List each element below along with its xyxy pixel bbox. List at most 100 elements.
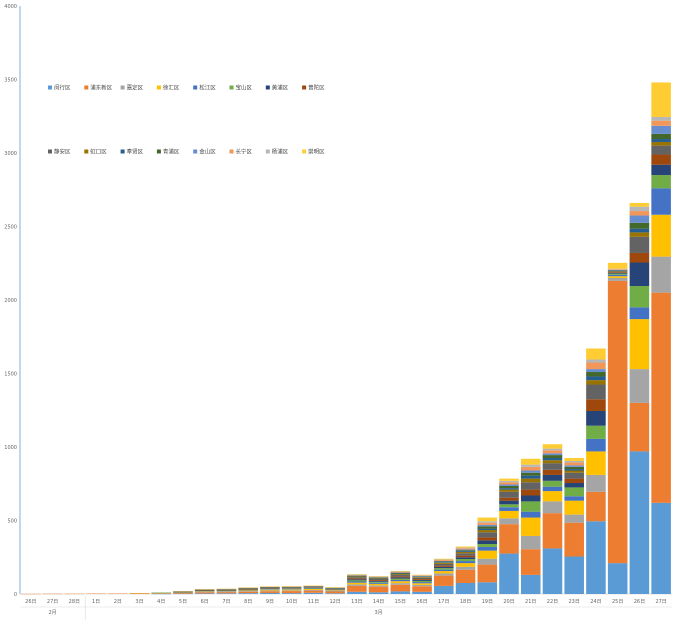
bar-segment bbox=[651, 154, 671, 165]
bar-segment bbox=[520, 535, 541, 550]
bar-segment bbox=[455, 553, 476, 556]
bar-segment bbox=[651, 256, 671, 293]
y-tick-label: 2500 bbox=[4, 225, 17, 231]
bar-segment bbox=[499, 480, 519, 483]
bar-segment bbox=[499, 524, 519, 554]
bar-stacks bbox=[21, 82, 671, 595]
bar-segment bbox=[455, 548, 476, 550]
bar-segment bbox=[390, 573, 411, 575]
group-label: 2月 bbox=[49, 610, 57, 616]
bar-segment bbox=[651, 292, 671, 503]
x-tick-label: 5日 bbox=[179, 599, 187, 605]
bar-segment bbox=[651, 120, 671, 126]
legend-item: 闵行区 bbox=[48, 84, 71, 92]
bar-segment bbox=[607, 276, 628, 278]
x-tick-label: 23日 bbox=[569, 599, 580, 605]
x-tick-label: 6日 bbox=[201, 599, 209, 605]
bar-segment bbox=[586, 372, 606, 377]
bar-segment bbox=[651, 164, 671, 176]
bar-segment bbox=[520, 475, 541, 479]
bar-segment bbox=[390, 578, 411, 580]
bar-segment bbox=[629, 222, 650, 229]
x-tick-label: 27日 bbox=[47, 599, 58, 605]
bar-segment bbox=[455, 555, 476, 558]
bar-segment bbox=[651, 188, 671, 215]
bar-segment bbox=[455, 549, 476, 551]
bar-segment bbox=[542, 513, 563, 549]
bar-segment bbox=[281, 589, 302, 591]
legend-swatch bbox=[302, 85, 307, 90]
bar-segment bbox=[564, 483, 584, 488]
bar-segment bbox=[455, 551, 476, 554]
bar-segment bbox=[347, 584, 367, 586]
legend-label: 宝山区 bbox=[236, 84, 253, 92]
bar-segment bbox=[564, 465, 584, 467]
bar-segment bbox=[520, 464, 541, 467]
x-tick-label: 22日 bbox=[547, 599, 558, 605]
bar-segment bbox=[520, 478, 541, 483]
bar-segment bbox=[520, 482, 541, 490]
bar-segment bbox=[499, 485, 519, 489]
bar-segment bbox=[542, 460, 563, 464]
bar-segment bbox=[607, 271, 628, 273]
legend-swatch bbox=[120, 85, 125, 90]
bar-segment bbox=[564, 500, 584, 515]
x-tick-label: 1日 bbox=[92, 599, 100, 605]
y-tick-label: 500 bbox=[7, 519, 17, 525]
bar-segment bbox=[390, 583, 411, 585]
bar-segment bbox=[499, 478, 519, 481]
legend-swatch bbox=[229, 149, 234, 154]
bar-segment bbox=[499, 507, 519, 511]
bar-segment bbox=[564, 496, 584, 501]
bar-segment bbox=[455, 546, 476, 548]
bar-segment bbox=[477, 526, 498, 529]
bar-segment bbox=[434, 585, 454, 594]
legend-item: 嘉定区 bbox=[120, 84, 144, 92]
x-tick-label: 9日 bbox=[266, 599, 274, 605]
legend-label: 松江区 bbox=[199, 84, 216, 92]
bar-segment bbox=[629, 286, 650, 308]
bar-segment bbox=[390, 591, 411, 594]
bar-segment bbox=[216, 592, 237, 594]
bar-segment bbox=[412, 579, 432, 580]
bar-segment bbox=[347, 577, 367, 579]
legend-item: 虹口区 bbox=[84, 148, 107, 156]
bar-segment bbox=[586, 399, 606, 411]
legend-item: 崇明区 bbox=[302, 149, 325, 156]
bar-segment bbox=[651, 502, 671, 594]
bar-segment bbox=[434, 562, 454, 563]
bar-segment bbox=[238, 590, 258, 592]
legend-item: 杨浦区 bbox=[265, 148, 289, 156]
bar-segment bbox=[542, 469, 563, 475]
x-tick-label: 21日 bbox=[525, 599, 536, 605]
bar-segment bbox=[238, 591, 258, 594]
bar-segment bbox=[629, 215, 650, 223]
bar-segment bbox=[564, 460, 584, 463]
bar-segment bbox=[651, 116, 671, 121]
bar-segment bbox=[586, 474, 606, 492]
bar-segment bbox=[325, 591, 345, 594]
legend-label: 杨浦区 bbox=[272, 148, 289, 156]
bar-segment bbox=[607, 273, 628, 275]
x-tick-label: 19日 bbox=[482, 599, 493, 605]
legend-swatch bbox=[193, 85, 198, 90]
bar-segment bbox=[586, 384, 606, 400]
bar-segment bbox=[651, 125, 671, 134]
bar-segment bbox=[434, 562, 454, 564]
bar-segment bbox=[455, 569, 476, 583]
bar-segment bbox=[520, 511, 541, 518]
bar-segment bbox=[434, 566, 454, 569]
bar-segment bbox=[281, 591, 302, 594]
x-tick-label: 8日 bbox=[244, 599, 252, 605]
bar-segment bbox=[347, 585, 367, 592]
legend-item: 宝山区 bbox=[229, 84, 253, 92]
bar-segment bbox=[129, 593, 150, 594]
bar-segment bbox=[564, 556, 584, 594]
x-axis-groups: 2月 3月 bbox=[20, 596, 672, 620]
bar-segment bbox=[651, 141, 671, 146]
bar-segment bbox=[455, 582, 476, 594]
bar-segment bbox=[542, 450, 563, 454]
bar-segment bbox=[629, 228, 650, 233]
bar-segment bbox=[564, 458, 584, 461]
